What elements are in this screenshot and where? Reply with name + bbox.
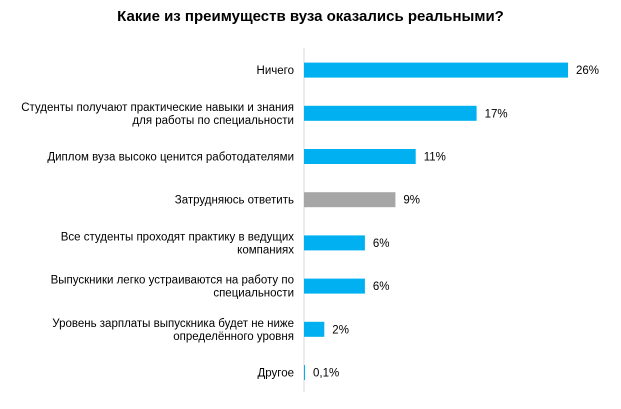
category-label-7-line-0: Другое [257,368,294,380]
category-label-6: Уровень зарплаты выпускника будет не ниж… [52,318,294,343]
category-label-4-line-0: Все студенты проходят практику в ведущих [61,231,295,243]
bar-2 [304,149,416,164]
category-label-5-line-1: специальности [213,288,294,300]
category-label-3: Затрудняюсь ответить [175,195,294,207]
category-label-1: Студенты получают практические навыки и … [21,102,294,127]
category-label-1-line-1: для работы по специальности [132,115,294,127]
value-label-7: 0,1% [313,368,339,380]
category-label-1-line-0: Студенты получают практические навыки и … [21,102,294,114]
value-label-5: 6% [373,281,390,293]
category-label-5-line-0: Выпускники легко устраиваются на работу … [51,275,294,287]
value-label-6: 2% [332,324,349,336]
value-label-4: 6% [373,238,390,250]
category-label-3-line-0: Затрудняюсь ответить [175,195,294,207]
category-label-4: Все студенты проходят практику в ведущих… [61,231,295,256]
category-label-6-line-1: определённого уровня [173,331,294,343]
category-label-4-line-1: компаниях [237,244,294,256]
category-label-5: Выпускники легко устраиваются на работу … [51,275,294,300]
bar-7 [304,365,305,380]
category-label-0-line-0: Ничего [257,65,294,77]
value-label-2: 11% [424,152,446,164]
category-label-2: Диплом вуза высоко ценится работодателям… [47,152,294,164]
bar-6 [304,321,325,337]
category-label-2-line-0: Диплом вуза высоко ценится работодателям… [47,152,294,164]
bar-5 [304,278,365,294]
bar-4 [304,235,365,251]
value-label-3: 9% [403,195,420,207]
bar-0 [304,62,568,78]
category-label-7: Другое [257,368,294,380]
value-label-0: 26% [576,65,599,77]
bar-3 [304,192,396,208]
value-label-1: 17% [485,108,508,120]
chart-title: Какие из преимуществ вуза оказались реал… [117,8,504,25]
category-label-0: Ничего [257,65,294,77]
bar-1 [304,105,477,121]
category-label-6-line-0: Уровень зарплаты выпускника будет не ниж… [52,318,294,330]
